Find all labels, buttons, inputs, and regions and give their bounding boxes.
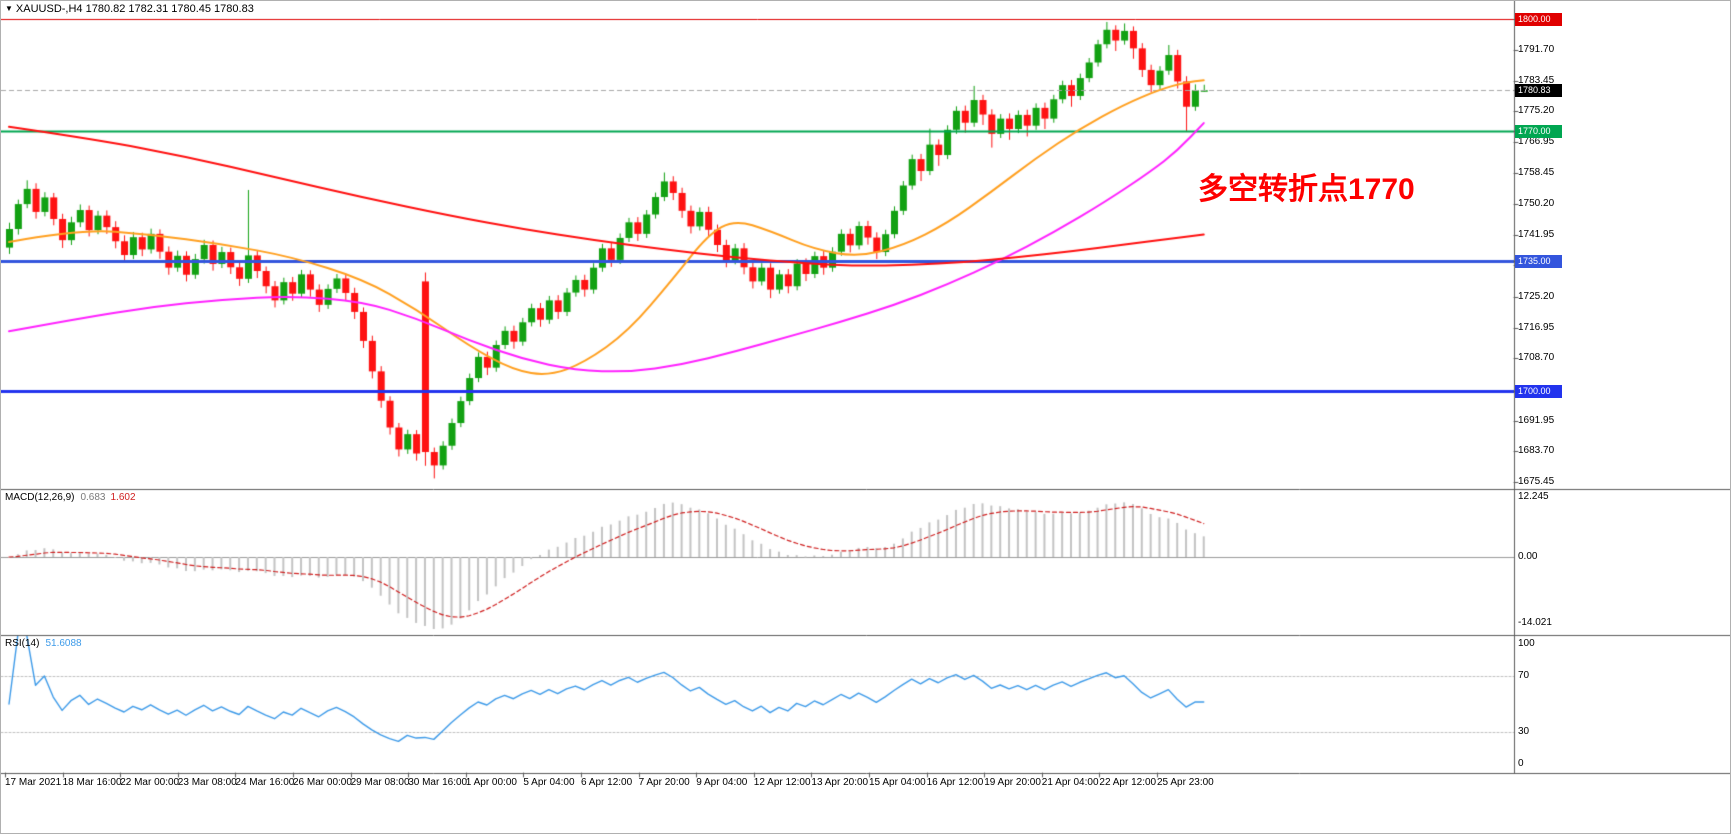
price-chart-canvas[interactable] <box>1 1 1730 833</box>
trading-chart-window: ▼ XAUUSD-,H4 1780.82 1782.31 1780.45 1780… <box>0 0 1731 834</box>
